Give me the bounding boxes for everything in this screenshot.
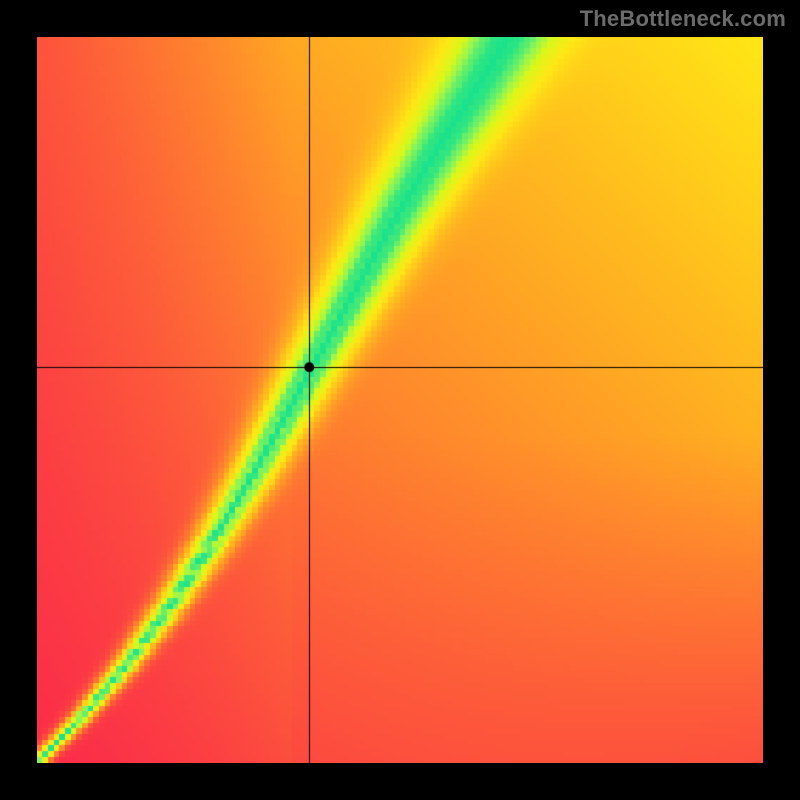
bottleneck-heatmap: [37, 37, 763, 763]
watermark-text: TheBottleneck.com: [580, 6, 786, 32]
chart-container: TheBottleneck.com: [0, 0, 800, 800]
